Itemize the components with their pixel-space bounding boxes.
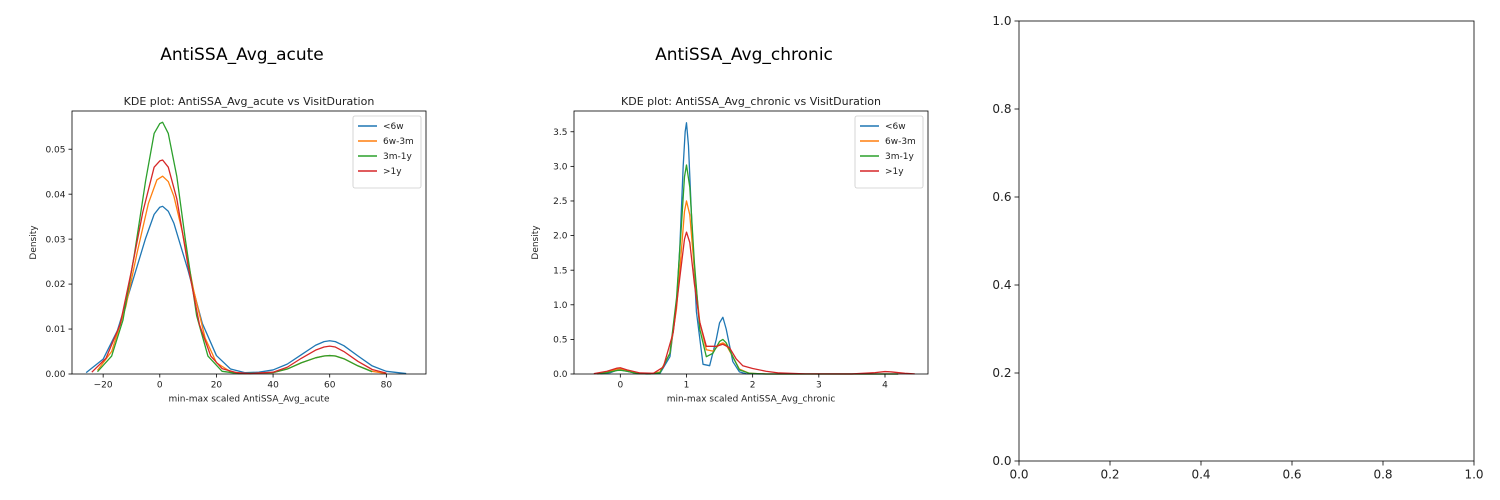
- y-tick-label: 2.0: [553, 232, 568, 242]
- x-axis-label: min-max scaled AntiSSA_Avg_chronic: [667, 395, 836, 405]
- x-axis-label: min-max scaled AntiSSA_Avg_acute: [169, 395, 330, 405]
- x-tick-label: 0.2: [1100, 468, 1119, 482]
- y-tick-label: 2.5: [553, 197, 567, 207]
- x-tick-label: 80: [381, 381, 393, 391]
- y-tick-label: 0.8: [992, 102, 1011, 116]
- x-tick-label: 0.8: [1373, 468, 1392, 482]
- legend: <6w 6w-3m 3m-1y >1y: [854, 115, 924, 189]
- y-tick-label: 0.6: [992, 190, 1011, 204]
- legend-box: [352, 115, 422, 189]
- chart-title: KDE plot: AntiSSA_Avg_chronic vs VisitDu…: [621, 95, 881, 108]
- x-tick-label: 0.0: [1009, 468, 1028, 482]
- series-line-1: [96, 175, 387, 375]
- y-tick-label: 1.0: [992, 14, 1011, 28]
- chart-0: −20 0 20 40 60 80 0.00 0.01 0.02 0.03 0.04 0.05 KDE …: [29, 95, 427, 405]
- y-tick-label: 0.04: [45, 190, 65, 200]
- y-tick-label: 0.2: [992, 366, 1011, 380]
- y-axis-label: Density: [29, 225, 39, 260]
- legend-label: >1y: [885, 167, 904, 177]
- y-tick-label: 0.0: [992, 454, 1011, 468]
- series-line-2: [97, 121, 373, 375]
- y-tick-label: 0.05: [45, 145, 65, 155]
- legend-label: 6w-3m: [885, 137, 916, 147]
- x-tick-label: 0.4: [1191, 468, 1210, 482]
- x-tick-label: 1: [684, 381, 690, 391]
- x-tick-label: 3: [816, 381, 822, 391]
- legend: <6w 6w-3m 3m-1y >1y: [352, 115, 422, 189]
- chart-1: 0 1 2 3 4 0.0 0.5 1.0 1.5 2.0 2.5 3.0 3.5 KDE plot: A…: [531, 95, 929, 405]
- x-tick-label: 40: [267, 381, 279, 391]
- y-tick-label: 0.4: [992, 278, 1011, 292]
- y-tick-label: 1.0: [553, 301, 568, 311]
- x-tick-label: 4: [882, 381, 888, 391]
- legend-label: 3m-1y: [383, 152, 412, 162]
- axes-frame: [1018, 20, 1475, 462]
- series-line-3: [593, 231, 915, 375]
- x-tick-label: 1.0: [1464, 468, 1483, 482]
- y-axis-label: Density: [531, 225, 541, 260]
- y-tick-label: 3.5: [553, 128, 567, 138]
- legend-label: <6w: [885, 122, 906, 132]
- x-tick-label: 0: [617, 381, 623, 391]
- series-line-0: [600, 122, 899, 375]
- y-tick-label: 3.0: [553, 163, 568, 173]
- series-line-1: [597, 200, 899, 375]
- axes-frame: [573, 110, 929, 375]
- legend-box: [854, 115, 924, 189]
- x-tick-label: 0.6: [1282, 468, 1301, 482]
- x-tick-label: 0: [157, 381, 163, 391]
- y-tick-label: 0.00: [45, 370, 65, 380]
- legend-label: >1y: [383, 167, 402, 177]
- axes-frame: [71, 110, 427, 375]
- y-tick-label: 0.01: [45, 325, 65, 335]
- x-tick-label: 60: [324, 381, 336, 391]
- x-tick-label: 2: [750, 381, 756, 391]
- x-tick-label: 20: [211, 381, 223, 391]
- subplot-title-chronic: AntiSSA_Avg_chronic: [655, 45, 833, 65]
- series-line-3: [91, 159, 387, 375]
- x-tick-label: −20: [94, 381, 113, 391]
- chart-title: KDE plot: AntiSSA_Avg_acute vs VisitDura…: [124, 95, 375, 108]
- y-tick-label: 0.03: [45, 235, 65, 245]
- y-tick-label: 0.02: [45, 280, 65, 290]
- series-line-0: [85, 205, 407, 375]
- chart-2: 0.0 0.2 0.4 0.6 0.8 1.0 0.0 0.2 0.4 0.6 0.8 1.0: [992, 14, 1483, 481]
- legend-label: 6w-3m: [383, 137, 414, 147]
- y-tick-label: 0.5: [553, 336, 567, 346]
- y-tick-label: 1.5: [553, 266, 567, 276]
- y-tick-label: 0.0: [553, 370, 568, 380]
- legend-label: <6w: [383, 122, 404, 132]
- subplot-title-acute: AntiSSA_Avg_acute: [160, 45, 324, 65]
- series-line-2: [597, 164, 899, 375]
- legend-label: 3m-1y: [885, 152, 914, 162]
